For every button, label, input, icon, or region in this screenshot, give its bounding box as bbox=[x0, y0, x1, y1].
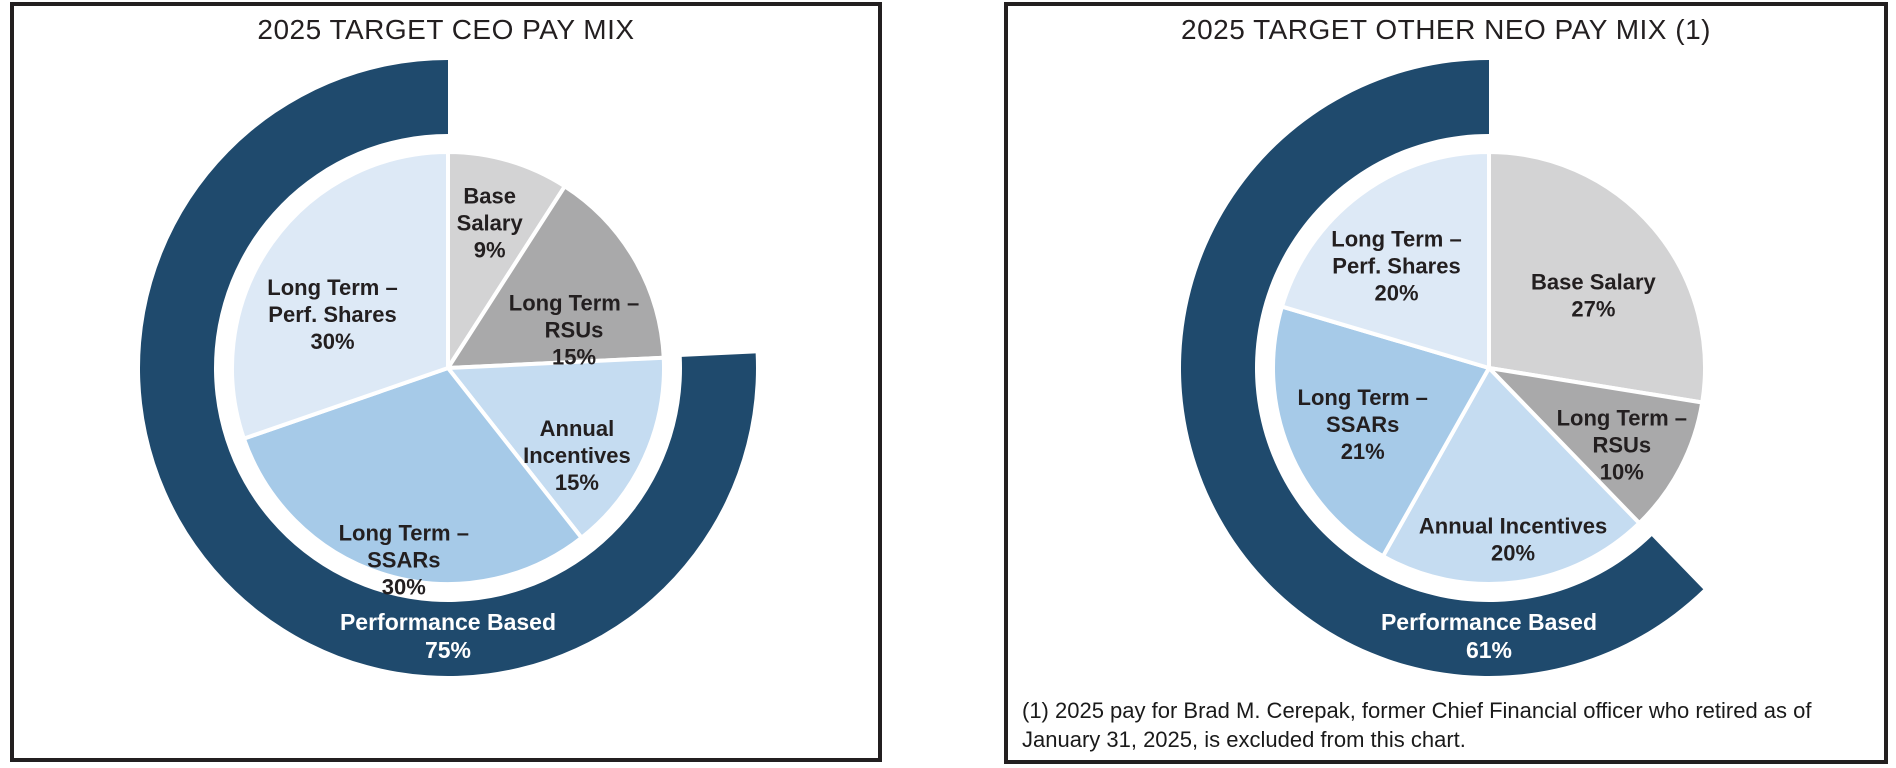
ceo-pay-mix-chart-box: 2025 TARGET CEO PAY MIX Base Salary 9% Long… bbox=[10, 2, 882, 762]
footnote-line-2: January 31, 2025, is excluded from this … bbox=[1022, 727, 1466, 752]
pie-slice bbox=[230, 150, 450, 441]
pie-slice bbox=[446, 184, 666, 370]
pie-slice bbox=[1487, 366, 1705, 526]
performance-ring-label: Performance Based 75% bbox=[340, 609, 556, 663]
pie-slice-label: Long Term – Perf. Shares 30% bbox=[267, 275, 397, 354]
neo-pay-mix-pie-chart: Base Salary 27% Long Term – RSUs 10% Annual I… bbox=[1180, 60, 1707, 676]
neo-pay-mix-chart-box: 2025 TARGET OTHER NEO PAY MIX (1) Base S… bbox=[1004, 2, 1888, 764]
footnote-line-1: (1) 2025 pay for Brad M. Cerepak, former… bbox=[1022, 698, 1812, 723]
pie-slice-label: Long Term – SSARs 21% bbox=[1298, 385, 1428, 464]
pie-slice bbox=[241, 366, 584, 586]
pie-slice-label: Base Salary 27% bbox=[1531, 269, 1657, 321]
pie-slice bbox=[1381, 366, 1642, 586]
ceo-pay-mix-pie-chart: Base Salary 9% Long Term – RSUs 15% Annual Ince… bbox=[140, 60, 756, 676]
pie-slice bbox=[1279, 150, 1491, 370]
performance-ring-label: Performance Based 61% bbox=[1381, 609, 1597, 663]
pie-slice bbox=[446, 355, 666, 540]
pie-slice bbox=[446, 150, 567, 370]
pie-slice-label: Base Salary 9% bbox=[457, 184, 524, 263]
pie-slice bbox=[1271, 304, 1491, 559]
footnote: (1) 2025 pay for Brad M. Cerepak, former… bbox=[1022, 696, 1862, 754]
performance-ring bbox=[1180, 60, 1704, 676]
pie-slice-label: Annual Incentives 20% bbox=[1419, 514, 1607, 566]
pie-slice-label: Annual Incentives 15% bbox=[523, 416, 631, 495]
ceo-chart-title: 2025 TARGET CEO PAY MIX bbox=[257, 14, 635, 45]
pie-slice-label: Long Term – RSUs 10% bbox=[1557, 406, 1687, 485]
pie-slice-label: Long Term – RSUs 15% bbox=[509, 290, 639, 369]
pie-slice-label: Long Term – Perf. Shares 20% bbox=[1331, 226, 1461, 305]
pie-slice bbox=[1487, 150, 1707, 405]
pie-slice-label: Long Term – SSARs 30% bbox=[339, 521, 469, 600]
neo-chart-title: 2025 TARGET OTHER NEO PAY MIX (1) bbox=[1181, 14, 1711, 45]
